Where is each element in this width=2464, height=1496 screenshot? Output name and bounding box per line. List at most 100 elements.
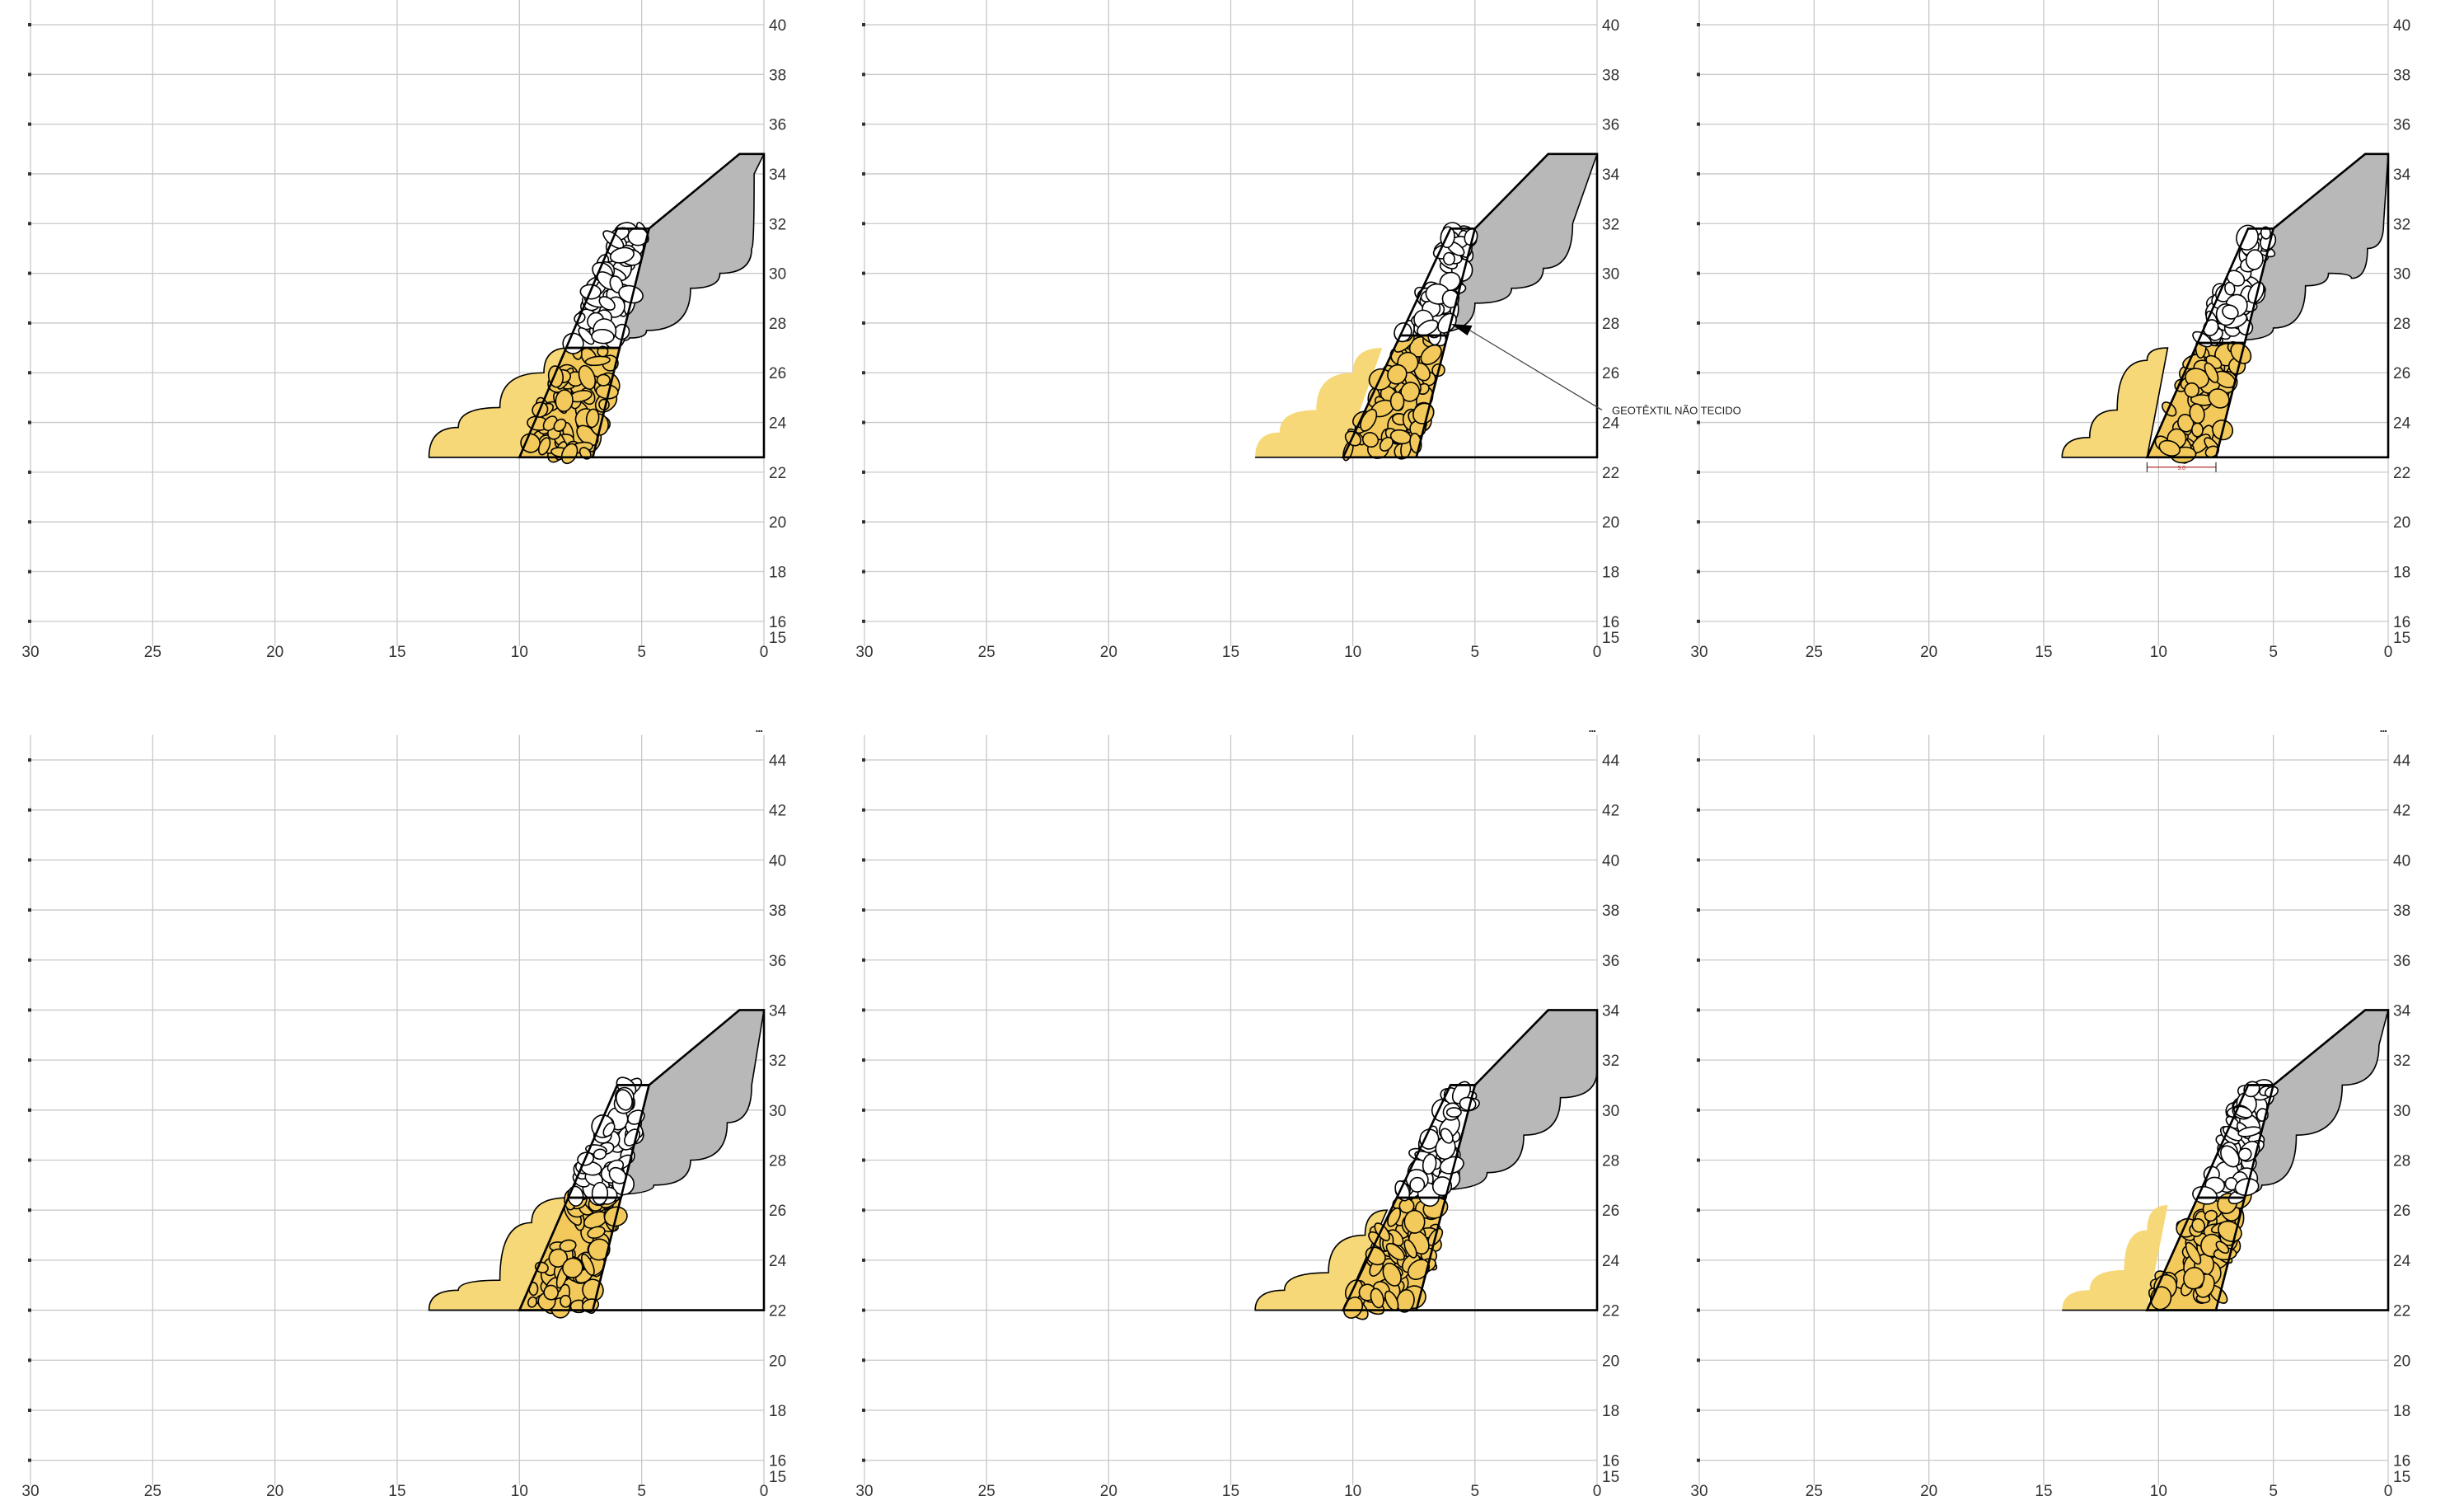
y-tick-label: 40: [769, 17, 786, 35]
y-tick-label: 30: [769, 266, 786, 284]
y-tick-label: 40: [2393, 17, 2410, 35]
y-tick-label: 15: [1602, 630, 1619, 647]
boulder-stone: [1382, 1262, 1402, 1287]
y-tick-label: 16: [1602, 614, 1619, 631]
boulder-stone: [609, 246, 635, 264]
axis-tick-mark: [28, 23, 31, 26]
boulder-stone: [2237, 1126, 2262, 1137]
y-tick-label: 36: [2393, 953, 2410, 970]
section-boundary-line: [1416, 1009, 1599, 1311]
x-tick-label: 10: [511, 644, 528, 661]
x-tick-label: 30: [1690, 644, 1707, 661]
axis-tick-mark: [28, 1158, 31, 1162]
axis-labels: 30 25 20 15 10 5 04038363432302826242220181615…: [21, 17, 787, 661]
axis-tick-mark: [28, 520, 31, 524]
axis-tick-mark: [1697, 1358, 1700, 1362]
y-tick-label: 30: [1602, 266, 1619, 284]
x-tick-label: 0: [2384, 644, 2393, 661]
boulder-stone: [2208, 388, 2230, 409]
y-tick-label: 15: [2393, 630, 2410, 647]
axis-tick-mark: [1697, 171, 1700, 176]
boulder-stone: [559, 1239, 577, 1253]
y-tick-label: 22: [769, 465, 786, 482]
x-tick-label: 15: [1222, 644, 1239, 661]
y-tick-label: 42: [769, 803, 786, 820]
axis-tick-mark: [1697, 619, 1700, 623]
boulder-stone: [1422, 1153, 1437, 1175]
x-tick-label: 25: [144, 644, 162, 661]
axis-tick-mark: [28, 470, 31, 474]
x-tick-label: 15: [388, 644, 405, 661]
axis-tick-mark: [1697, 808, 1700, 812]
axis-tick-mark: [862, 570, 865, 574]
y-tick-label: 36: [769, 117, 786, 134]
boulder-stone: [587, 1226, 606, 1239]
y-tick-label: 32: [2393, 1053, 2410, 1070]
axis-tick-mark: [862, 222, 865, 226]
y-tick-label: 28: [1602, 316, 1619, 333]
y-tick-label: 38: [769, 67, 786, 84]
boulder-stone: [527, 1296, 538, 1308]
x-tick-label: 0: [1593, 1483, 1602, 1496]
x-tick-label: 10: [511, 1483, 528, 1496]
x-tick-label: 20: [1920, 644, 1937, 661]
y-tick-label: 20: [1602, 514, 1619, 532]
boulder-stone: [543, 1284, 560, 1301]
boulder-stone: [585, 408, 600, 429]
x-tick-label: 15: [2035, 644, 2052, 661]
section-panel-4: 30 25 20 15 10 5 0 44 42 40 38 36 34 32 30 28 26 24 22 20 18…: [21, 728, 786, 1496]
y-tick-label: 32: [769, 216, 786, 233]
axis-tick-mark: [1697, 1458, 1700, 1462]
axis-tick-mark: [862, 1058, 865, 1062]
axis-tick-mark: [28, 73, 31, 77]
axis-tick-mark: [1697, 122, 1700, 126]
axis-tick-mark: [862, 420, 865, 424]
sand-fill-berm: [2061, 347, 2169, 458]
axis-tick-mark: [28, 758, 31, 762]
axis-tick-mark: [862, 1008, 865, 1012]
arrowhead-icon: [1450, 324, 1473, 335]
x-tick-label: 30: [855, 644, 873, 661]
axis-tick-mark: [1697, 321, 1700, 325]
grid: [28, 0, 765, 646]
y-tick-label: 15: [769, 630, 786, 647]
axis-labels: 30 25 20 15 10 5 0 44 42 40 38 36 34 32 30 28 26 24 22 20 18…: [1690, 728, 2410, 1496]
x-tick-label: 15: [388, 1483, 405, 1496]
y-tick-label: 22: [2393, 465, 2410, 482]
boulder-stone: [602, 1122, 616, 1137]
x-tick-label: 5: [637, 1483, 646, 1496]
backfill-soil: [2229, 153, 2389, 344]
boulder-stone: [2215, 1240, 2230, 1254]
y-tick-label: 40: [769, 852, 786, 870]
axis-tick-mark: [28, 1458, 31, 1462]
y-tick-label: 22: [769, 1303, 786, 1320]
section-boundary-line: [2216, 1009, 2390, 1311]
y-tick-label: 38: [1602, 903, 1619, 920]
y-tick-label: 16: [1602, 1453, 1619, 1470]
y-tick-label: 28: [769, 1153, 786, 1170]
axis-tick-mark: [1697, 470, 1700, 474]
axis-tick-mark: [28, 321, 31, 325]
y-tick-label: 32: [769, 1053, 786, 1070]
boulder-stone: [2224, 1176, 2238, 1191]
boulder-stone: [2222, 304, 2239, 320]
x-tick-label: 20: [1100, 1483, 1117, 1496]
axis-tick-mark: [862, 958, 865, 962]
axis-tick-mark: [1697, 1408, 1700, 1412]
axis-tick-mark: [28, 171, 31, 176]
axis-tick-mark: [862, 1358, 865, 1362]
axis-tick-mark: [862, 1408, 865, 1412]
boulder-stone: [1361, 432, 1380, 448]
y-tick-label: 24: [769, 415, 787, 433]
axis-tick-mark: [28, 122, 31, 126]
boulder-stone: [578, 326, 595, 345]
gabion-lower-stones: [1342, 1194, 1449, 1320]
y-tick-label: 15: [2393, 1469, 2410, 1486]
y-tick-label: 22: [1602, 465, 1619, 482]
boulder-stone: [2191, 422, 2204, 438]
boulder-stone: [1440, 1128, 1454, 1144]
section-panel-2: 30 25 20 15 10 5 04038363432302826242220181615…: [855, 0, 1741, 661]
y-tick-label: 28: [2393, 1153, 2410, 1170]
y-tick-label: 18: [1602, 565, 1619, 582]
